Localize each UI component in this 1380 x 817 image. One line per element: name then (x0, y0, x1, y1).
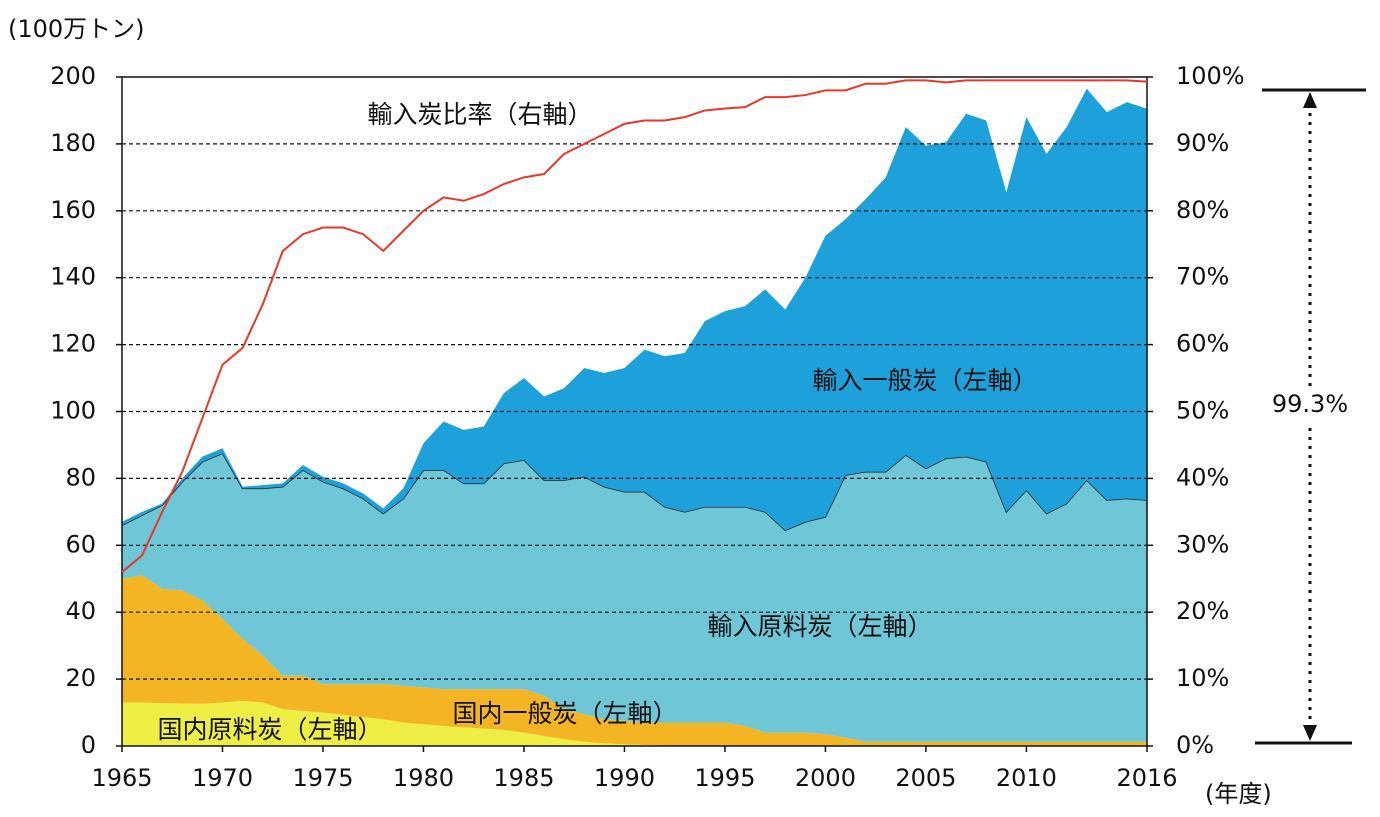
area (122, 453, 1147, 742)
area (122, 88, 1147, 531)
x-tick-label: 1985 (493, 764, 554, 792)
y-tick-label: 100 (50, 397, 96, 425)
y2-tick-label: 50% (1176, 397, 1229, 425)
y2-tick-label: 80% (1176, 196, 1229, 224)
x-tick-label: 1995 (694, 764, 755, 792)
share-bracket: 99.3% (1255, 88, 1366, 745)
series-label: 輸入原料炭（左軸） (707, 612, 932, 641)
x-tick-label: 1975 (292, 764, 353, 792)
x-axis-label: (年度) (1205, 780, 1272, 808)
x-tick-label: 1980 (393, 764, 454, 792)
y2-tick-label: 40% (1176, 463, 1229, 491)
y-tick-label: 80 (65, 463, 96, 491)
area (122, 700, 1147, 746)
x-tick-label: 1970 (192, 764, 253, 792)
x-tick-label: 2010 (996, 764, 1057, 792)
arrow-head (1303, 725, 1317, 741)
line (121, 79, 1148, 573)
y2-tick-label: 30% (1176, 530, 1229, 558)
y-tick-label: 200 (50, 62, 96, 90)
plot-frame (121, 76, 1148, 747)
y2-tick-label: 100% (1176, 62, 1245, 90)
y-tick-label: 160 (50, 196, 96, 224)
y2-tick-label: 70% (1176, 263, 1229, 291)
series-label: 輸入一般炭（左軸） (812, 366, 1037, 395)
x-tick-label: 2016 (1116, 764, 1177, 792)
y-tick-label: 140 (50, 263, 96, 291)
y-tick-label: 180 (50, 129, 96, 157)
y2-tick-label: 90% (1176, 129, 1229, 157)
area (122, 575, 1147, 746)
y2-tick-label: 10% (1176, 664, 1229, 692)
x-tick-label: 1990 (594, 764, 655, 792)
y-tick-label: 60 (65, 530, 96, 558)
y2-tick-label: 60% (1176, 330, 1229, 358)
y-tick-label: 0 (81, 731, 96, 759)
x-tick-label: 2000 (795, 764, 856, 792)
annotation: 99.3% (1272, 390, 1348, 418)
plot (121, 88, 1148, 746)
x-tick-label: 2005 (895, 764, 956, 792)
y-tick-label: 40 (65, 597, 96, 625)
y2-tick-label: 0% (1176, 731, 1214, 759)
y-tick-label: 120 (50, 330, 96, 358)
x-tick-label: 1965 (91, 764, 152, 792)
y-axis-label: (100万トン) (8, 15, 145, 43)
series-label: 輸入炭比率（右軸） (367, 100, 592, 129)
arrow-head (1303, 92, 1317, 108)
y-tick-label: 20 (65, 664, 96, 692)
y2-tick-label: 20% (1176, 597, 1229, 625)
annotation-bg (1272, 388, 1348, 422)
series-label: 国内一般炭（左軸） (452, 699, 677, 728)
series-label: 国内原料炭（左軸） (157, 715, 382, 744)
